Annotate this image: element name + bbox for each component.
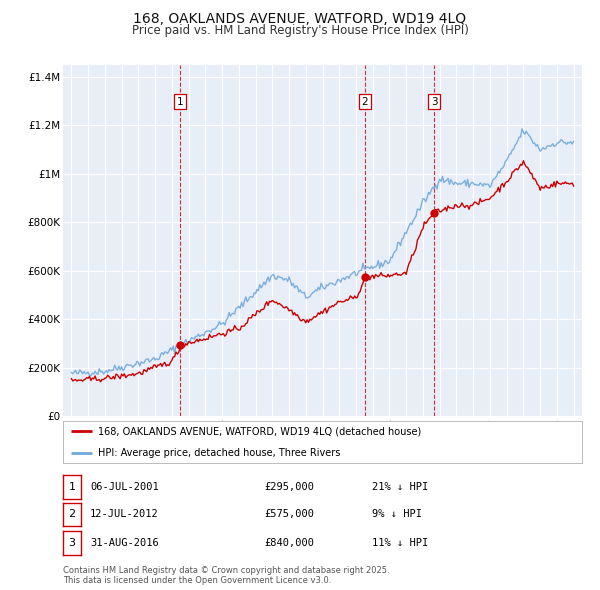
Text: 168, OAKLANDS AVENUE, WATFORD, WD19 4LQ (detached house): 168, OAKLANDS AVENUE, WATFORD, WD19 4LQ … [98, 427, 422, 436]
Text: 31-AUG-2016: 31-AUG-2016 [90, 538, 159, 548]
Text: 1: 1 [177, 97, 184, 107]
Text: 3: 3 [68, 538, 76, 548]
Text: HPI: Average price, detached house, Three Rivers: HPI: Average price, detached house, Thre… [98, 448, 341, 457]
Text: 2: 2 [362, 97, 368, 107]
Text: 1: 1 [68, 482, 76, 491]
Text: 21% ↓ HPI: 21% ↓ HPI [372, 482, 428, 491]
Text: £840,000: £840,000 [264, 538, 314, 548]
Text: 9% ↓ HPI: 9% ↓ HPI [372, 510, 422, 519]
Text: £295,000: £295,000 [264, 482, 314, 491]
Text: 06-JUL-2001: 06-JUL-2001 [90, 482, 159, 491]
Text: 12-JUL-2012: 12-JUL-2012 [90, 510, 159, 519]
Text: 168, OAKLANDS AVENUE, WATFORD, WD19 4LQ: 168, OAKLANDS AVENUE, WATFORD, WD19 4LQ [133, 12, 467, 26]
Text: 3: 3 [431, 97, 437, 107]
Text: 11% ↓ HPI: 11% ↓ HPI [372, 538, 428, 548]
Text: Contains HM Land Registry data © Crown copyright and database right 2025.
This d: Contains HM Land Registry data © Crown c… [63, 566, 389, 585]
Text: 2: 2 [68, 510, 76, 519]
Text: £575,000: £575,000 [264, 510, 314, 519]
Text: Price paid vs. HM Land Registry's House Price Index (HPI): Price paid vs. HM Land Registry's House … [131, 24, 469, 37]
